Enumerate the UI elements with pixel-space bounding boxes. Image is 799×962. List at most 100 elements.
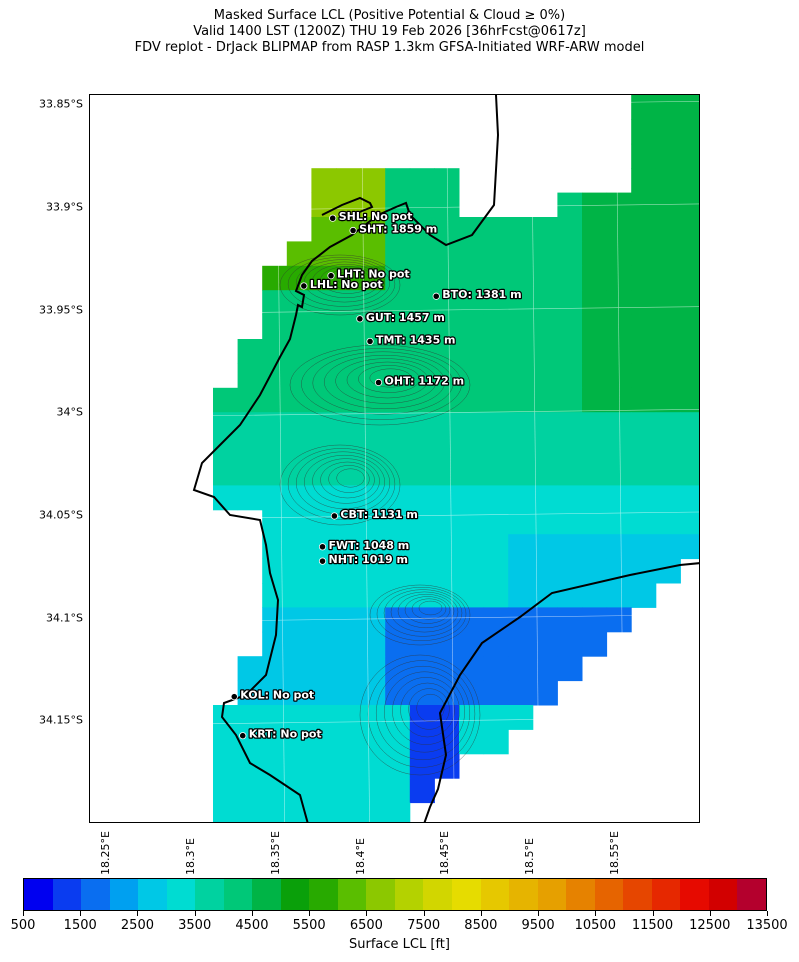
lcl-cell [360, 485, 386, 511]
lcl-cell [680, 241, 699, 267]
lcl-cell [655, 143, 681, 169]
lcl-cell [459, 583, 485, 608]
colorbar-segment [166, 879, 196, 910]
lcl-cell [286, 509, 312, 535]
lcl-cell [532, 485, 558, 511]
lcl-cell [434, 363, 460, 389]
lcl-cell [262, 509, 288, 535]
lcl-cell [508, 558, 534, 584]
lcl-cell [360, 534, 386, 560]
lcl-cell [311, 656, 337, 682]
colorbar-segment [566, 879, 595, 910]
colorbar-segment [394, 879, 424, 910]
lcl-cell [409, 705, 435, 730]
lcl-cell [459, 729, 485, 755]
lcl-cell [237, 656, 263, 682]
lcl-cell [311, 631, 337, 657]
lcl-cell [532, 412, 558, 438]
lcl-cell [262, 558, 288, 584]
lcl-cell [532, 314, 558, 340]
lcl-cell [631, 143, 657, 169]
colorbar-tick-label: 7500 [407, 918, 441, 933]
lcl-cell [483, 656, 509, 682]
lcl-cell [459, 631, 485, 657]
lat-label: 34.05°S [39, 508, 83, 522]
lcl-cell [262, 412, 288, 438]
lcl-cell [459, 241, 485, 267]
contour-line [312, 351, 454, 415]
lcl-cell [655, 241, 681, 267]
lcl-cell [459, 290, 485, 316]
lcl-cell [631, 314, 657, 340]
lcl-cell [237, 680, 263, 706]
lcl-cell [483, 461, 509, 486]
lcl-cell [385, 339, 411, 364]
lcl-cell [286, 265, 312, 291]
station-label: OHT: 1172 m [385, 374, 465, 387]
colorbar-tick [251, 911, 253, 916]
terrain-contours [279, 254, 481, 776]
colorbar-tick [709, 911, 711, 916]
contour-line [408, 688, 450, 730]
lcl-cell [360, 168, 386, 194]
lcl-cell [360, 631, 386, 657]
lat-label: 34.1°S [46, 611, 83, 625]
lcl-cell [286, 436, 312, 462]
lcl-cell [483, 583, 509, 608]
lcl-cell [262, 631, 288, 657]
lcl-cell [459, 509, 485, 535]
lcl-cell [434, 339, 460, 364]
colorbar-segment [708, 879, 738, 910]
lcl-cell [360, 705, 386, 730]
lcl-cell [606, 412, 632, 438]
lcl-cell [262, 436, 288, 462]
lcl-cell [508, 314, 534, 340]
lcl-cell [606, 607, 632, 633]
lcl-cell [582, 387, 608, 413]
lcl-cell [557, 412, 583, 438]
lcl-cell [360, 217, 386, 242]
lcl-cell [409, 680, 435, 706]
lcl-cell [508, 705, 534, 730]
lcl-cell [631, 509, 657, 535]
colorbar-segment [537, 879, 567, 910]
lcl-cell [532, 558, 558, 584]
lcl-cell [532, 290, 558, 316]
parallel-line [90, 511, 699, 521]
lat-label: 33.95°S [39, 303, 83, 317]
lcl-cell [631, 168, 657, 194]
colorbar-segment [480, 879, 510, 910]
lcl-cell [434, 558, 460, 584]
lcl-cell [508, 680, 534, 706]
lcl-cell [237, 461, 263, 486]
lcl-cell [459, 485, 485, 511]
coastline-east [423, 562, 699, 822]
lcl-cell [680, 412, 699, 438]
lcl-cell [631, 119, 657, 145]
lcl-cell [237, 753, 263, 779]
lcl-cell [360, 461, 386, 486]
colorbar-title: Surface LCL [ft] [349, 937, 450, 952]
contour-line [416, 693, 445, 723]
lcl-cell [336, 436, 362, 462]
lcl-cell [434, 192, 460, 218]
station-label: GUT: 1457 m [366, 311, 445, 324]
lcl-cell [606, 217, 632, 242]
lcl-cell [286, 729, 312, 755]
lcl-cell [459, 558, 485, 584]
lcl-cell [459, 412, 485, 438]
lon-label: 18.25°E [98, 831, 112, 875]
lcl-cell [409, 607, 435, 633]
lcl-cell [483, 412, 509, 438]
lcl-cell [606, 583, 632, 608]
lcl-cell [483, 485, 509, 511]
lcl-cell [459, 387, 485, 413]
lcl-cell [262, 802, 288, 822]
lcl-cell [409, 656, 435, 682]
lcl-cell [655, 412, 681, 438]
lcl-cell [336, 778, 362, 804]
lcl-cell [286, 534, 312, 560]
lcl-cell [459, 363, 485, 389]
lcl-cell [360, 729, 386, 755]
station-label: FWT: 1048 m [329, 539, 410, 552]
